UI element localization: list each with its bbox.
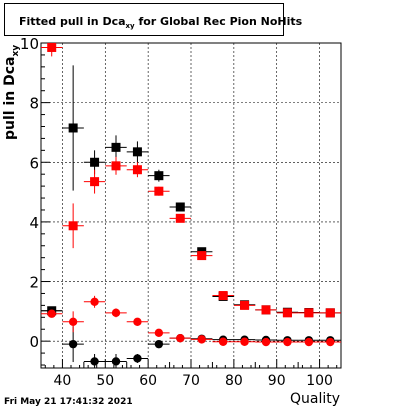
data-point-circle bbox=[304, 337, 314, 347]
data-point-square bbox=[111, 161, 121, 171]
data-point-square bbox=[111, 142, 121, 152]
data-point-square bbox=[304, 308, 314, 318]
data-point-circle bbox=[111, 357, 121, 366]
y-axis-label: pull in Dcaxy bbox=[2, 45, 22, 140]
y-tick-label: 10 bbox=[20, 35, 39, 53]
data-point-square bbox=[90, 157, 100, 167]
data-point-square bbox=[218, 291, 228, 301]
x-axis-label: Quality bbox=[289, 391, 340, 407]
chart-title: Fitted pull in Dcaxy for Global Rec Pion… bbox=[19, 15, 302, 30]
data-point-square bbox=[132, 165, 142, 175]
y-axis-label-subscript: xy bbox=[10, 44, 21, 57]
data-point-square bbox=[68, 123, 78, 133]
data-point-square bbox=[175, 213, 185, 223]
data-point-circle bbox=[68, 317, 78, 326]
data-point-circle bbox=[154, 339, 164, 349]
data-point-circle bbox=[240, 337, 249, 346]
data-point-square bbox=[175, 202, 185, 212]
y-tick-label: 2 bbox=[29, 274, 39, 292]
data-point-circle bbox=[133, 317, 142, 326]
data-point-circle bbox=[326, 337, 335, 347]
data-point-square bbox=[325, 308, 335, 318]
data-point-circle bbox=[111, 308, 121, 318]
y-axis-label-text: pull in Dca bbox=[2, 56, 18, 140]
y-tick-label: 6 bbox=[29, 154, 39, 172]
y-tick-label: 0 bbox=[29, 333, 39, 351]
data-point-square bbox=[154, 186, 164, 196]
data-point-square bbox=[261, 305, 271, 315]
data-point-circle bbox=[154, 328, 164, 338]
x-tick-label: 100 bbox=[306, 373, 333, 389]
x-tick-label: 60 bbox=[139, 373, 157, 389]
x-tick-label: 40 bbox=[54, 373, 72, 389]
title-main: Fitted pull in Dca bbox=[19, 15, 126, 28]
x-tick-label: 80 bbox=[225, 373, 243, 389]
data-point-square bbox=[282, 308, 292, 318]
data-point-square bbox=[154, 171, 164, 181]
x-tick-label: 90 bbox=[268, 373, 286, 389]
title-suffix: for Global Rec Pion NoHits bbox=[134, 15, 303, 28]
data-point-square bbox=[132, 147, 142, 157]
y-tick-label: 8 bbox=[29, 95, 39, 113]
data-point-circle bbox=[176, 333, 185, 343]
data-point-circle bbox=[90, 357, 99, 366]
data-point-square bbox=[68, 221, 78, 231]
data-point-square bbox=[47, 42, 57, 52]
x-tick-label: 50 bbox=[96, 373, 114, 389]
y-tick-label: 4 bbox=[29, 214, 39, 232]
data-point-circle bbox=[218, 337, 228, 346]
data-point-circle bbox=[90, 297, 99, 307]
data-point-circle bbox=[197, 335, 206, 344]
data-point-square bbox=[197, 251, 207, 261]
title-subscript: xy bbox=[125, 22, 135, 31]
data-point-circle bbox=[47, 309, 56, 318]
data-point-circle bbox=[68, 339, 78, 349]
title-box: Fitted pull in Dcaxy for Global Rec Pion… bbox=[4, 3, 302, 36]
data-point-circle bbox=[261, 337, 271, 347]
data-point-circle bbox=[133, 354, 142, 363]
footer-date: Fri May 21 17:41:32 2021 bbox=[4, 397, 133, 407]
x-tick-label: 70 bbox=[182, 373, 200, 389]
data-point-square bbox=[240, 300, 250, 310]
data-point-circle bbox=[283, 337, 292, 347]
data-point-square bbox=[90, 177, 100, 187]
